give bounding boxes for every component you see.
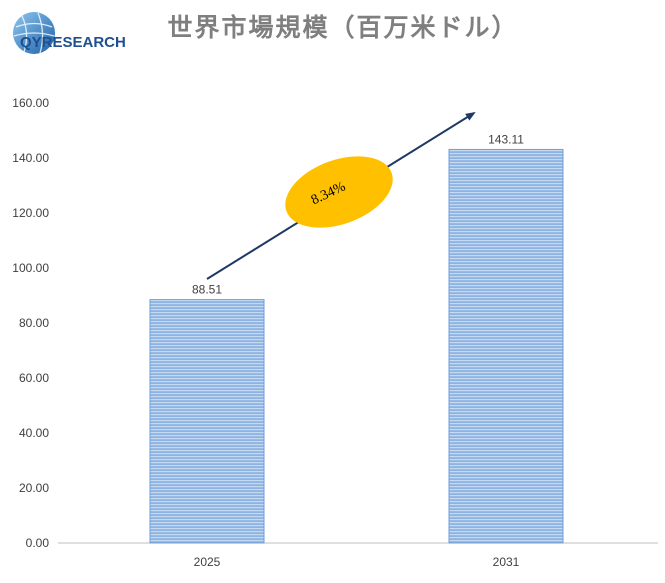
cagr-ellipse [285,156,393,228]
x-tick-label: 2031 [493,555,520,569]
bar-2031 [448,148,564,544]
y-tick-label: 160.00 [12,96,49,110]
qyresearch-logo: QYRESEARCH [13,12,126,54]
data-labels: 88.51 143.11 [192,132,524,296]
y-tick-label: 60.00 [19,371,49,385]
y-tick-label: 0.00 [26,536,50,550]
logo-text: QYRESEARCH [20,34,126,51]
y-tick-label: 140.00 [12,151,49,165]
y-tick-label: 100.00 [12,261,49,275]
y-tick-label: 40.00 [19,426,49,440]
globe-grid-icon [13,12,55,54]
y-tick-label: 80.00 [19,316,49,330]
y-axis-ticks: 0.00 20.00 40.00 60.00 80.00 100.00 120.00 140.… [12,96,49,550]
data-label: 143.11 [488,132,524,146]
chart-title: 世界市場規模（百万米ドル） [167,13,518,42]
x-tick-label: 2025 [194,555,221,569]
y-tick-label: 120.00 [12,206,49,220]
y-tick-label: 20.00 [19,481,49,495]
bar-2025 [149,299,265,544]
bars [149,148,564,544]
data-label: 88.51 [192,283,222,297]
x-axis-labels: 2025 2031 [194,555,520,569]
